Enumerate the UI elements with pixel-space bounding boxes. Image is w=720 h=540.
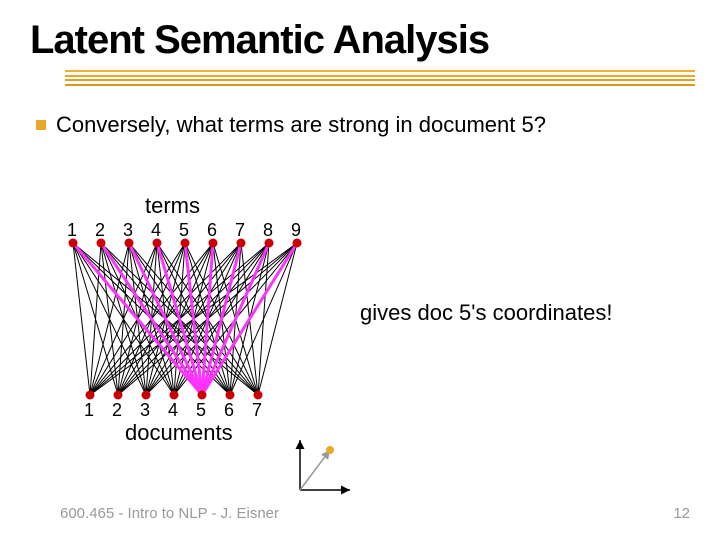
term-index: 6 [207, 220, 217, 241]
term-index: 5 [179, 220, 189, 241]
term-index: 4 [151, 220, 161, 241]
document-index: 1 [84, 400, 94, 421]
term-index: 9 [291, 220, 301, 241]
document-index: 2 [112, 400, 122, 421]
document-index: 5 [196, 400, 206, 421]
term-index: 8 [263, 220, 273, 241]
term-index: 3 [123, 220, 133, 241]
bipartite-diagram [0, 0, 720, 540]
page-number: 12 [673, 505, 690, 522]
footer-text: 600.465 - Intro to NLP - J. Eisner [60, 505, 279, 522]
document-index: 4 [168, 400, 178, 421]
terms-label: terms [145, 193, 200, 219]
term-index: 2 [95, 220, 105, 241]
document-index: 6 [224, 400, 234, 421]
term-index: 1 [67, 220, 77, 241]
term-index: 7 [235, 220, 245, 241]
document-index: 7 [252, 400, 262, 421]
documents-label: documents [125, 420, 233, 446]
annotation-text: gives doc 5's coordinates! [360, 300, 612, 326]
document-index: 3 [140, 400, 150, 421]
